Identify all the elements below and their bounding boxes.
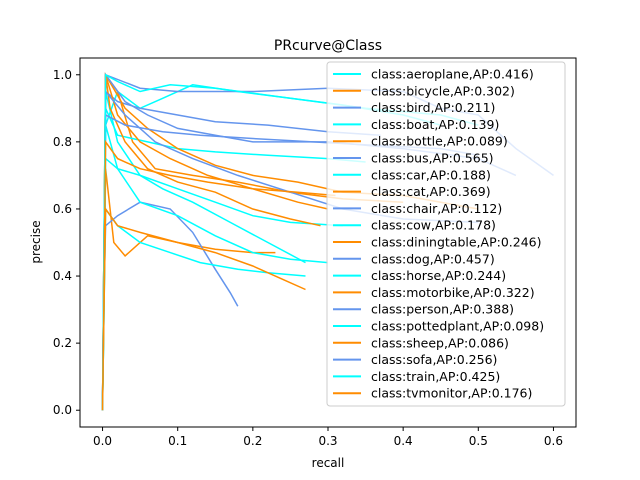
y-axis-label: precise: [29, 220, 43, 263]
legend-entry-label: class:boat,AP:0.139): [371, 117, 499, 132]
y-tick-label: 1.0: [53, 68, 72, 82]
legend-entry-label: class:tvmonitor,AP:0.176): [371, 386, 532, 401]
legend-entry-label: class:horse,AP:0.244): [371, 268, 506, 283]
legend-entry-label: class:person,AP:0.388): [371, 302, 514, 317]
y-tick-label: 0.0: [53, 403, 72, 417]
x-axis-label: recall: [312, 456, 345, 470]
x-tick-label: 0.0: [93, 434, 112, 448]
x-tick-label: 0.3: [318, 434, 337, 448]
x-tick-label: 0.5: [469, 434, 488, 448]
legend-entry-label: class:bird,AP:0.211): [371, 100, 495, 115]
legend-entry-label: class:sofa,AP:0.256): [371, 352, 497, 367]
y-tick-label: 0.2: [53, 336, 72, 350]
legend-entry-label: class:car,AP:0.188): [371, 167, 491, 182]
legend-entry-label: class:dog,AP:0.457): [371, 251, 495, 266]
x-tick-label: 0.2: [243, 434, 262, 448]
legend-entry-label: class:sheep,AP:0.086): [371, 335, 509, 350]
legend-entry-label: class:train,AP:0.425): [371, 369, 500, 384]
legend-entry-label: class:bottle,AP:0.089): [371, 134, 508, 149]
legend-entry-label: class:pottedplant,AP:0.098): [371, 319, 544, 334]
y-tick-label: 0.4: [53, 269, 72, 283]
x-tick-label: 0.6: [544, 434, 563, 448]
legend-entry-label: class:aeroplane,AP:0.416): [371, 67, 534, 82]
legend-entry-label: class:bicycle,AP:0.302): [371, 83, 515, 98]
legend-box: [326, 61, 566, 407]
legend-entry-label: class:diningtable,AP:0.246): [371, 235, 542, 250]
chart-title: PRcurve@Class: [274, 38, 382, 54]
x-tick-label: 0.1: [168, 434, 187, 448]
legend-entry-label: class:bus,AP:0.565): [371, 151, 494, 166]
x-tick-label: 0.4: [394, 434, 413, 448]
legend-entry-label: class:chair,AP:0.112): [371, 201, 502, 216]
y-tick-label: 0.6: [53, 202, 72, 216]
legend-entry-label: class:motorbike,AP:0.322): [371, 285, 535, 300]
y-tick-label: 0.8: [53, 135, 72, 149]
series-line-19: [101, 139, 336, 411]
legend: class:aeroplane,AP:0.416)class:bicycle,A…: [326, 61, 566, 407]
legend-entry-label: class:cat,AP:0.369): [371, 184, 491, 199]
legend-entry-label: class:cow,AP:0.178): [371, 218, 496, 233]
